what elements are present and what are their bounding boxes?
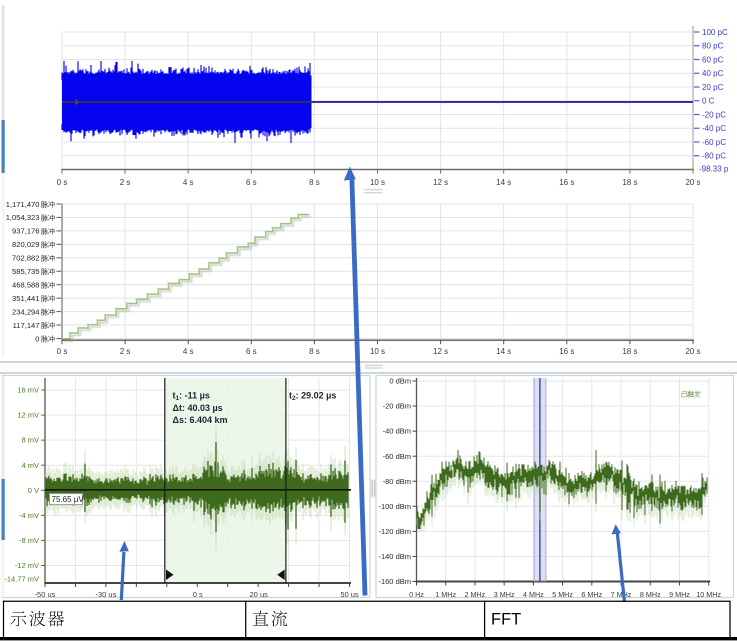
svg-text:60 pC: 60 pC [702, 55, 724, 64]
svg-text:50 us: 50 us [340, 590, 359, 599]
svg-text:-160 dBm: -160 dBm [378, 577, 411, 586]
svg-text:1 MHz: 1 MHz [435, 590, 456, 599]
svg-text:40 pC: 40 pC [702, 69, 724, 78]
svg-text:4 mV: 4 mV [21, 461, 39, 470]
svg-text:-8 mV: -8 mV [19, 536, 39, 545]
svg-text:8 s: 8 s [309, 347, 320, 356]
svg-text:6 s: 6 s [246, 347, 257, 356]
svg-text:4 s: 4 s [183, 347, 194, 356]
svg-text:18 s: 18 s [622, 347, 637, 356]
svg-text:-12 mV: -12 mV [15, 561, 39, 570]
svg-text:8 s: 8 s [309, 178, 320, 187]
svg-text:820,029: 820,029 [12, 240, 39, 249]
svg-text:FFT: FFT [491, 611, 521, 629]
svg-text:-14.77 mV: -14.77 mV [4, 575, 39, 584]
svg-text:0 C: 0 C [702, 97, 715, 106]
svg-text:0 Hz: 0 Hz [409, 590, 424, 599]
svg-text:10 s: 10 s [370, 347, 385, 356]
svg-text:234,294: 234,294 [12, 307, 39, 316]
svg-text:0 V: 0 V [28, 486, 39, 495]
svg-text:3 MHz: 3 MHz [494, 590, 515, 599]
svg-text:-40 dBm: -40 dBm [383, 427, 411, 436]
svg-text:6 s: 6 s [246, 178, 257, 187]
svg-text:t2: 29.02 µs: t2: 29.02 µs [289, 391, 336, 403]
svg-text:8 MHz: 8 MHz [640, 590, 661, 599]
svg-text:2 s: 2 s [120, 178, 131, 187]
svg-text:t1: -11 µs: t1: -11 µs [173, 391, 210, 403]
svg-text:-20 dBm: -20 dBm [383, 402, 411, 411]
svg-text:0 s: 0 s [193, 590, 203, 599]
svg-text:14 s: 14 s [496, 347, 511, 356]
svg-text:-50 us: -50 us [35, 590, 56, 599]
svg-text:12 s: 12 s [433, 178, 448, 187]
svg-text:0: 0 [35, 334, 39, 343]
svg-text:468,588: 468,588 [12, 281, 39, 290]
svg-text:16 s: 16 s [559, 347, 574, 356]
svg-text:-40 pC: -40 pC [702, 124, 726, 133]
svg-text:12 mV: 12 mV [17, 411, 39, 420]
svg-text:702,882: 702,882 [12, 254, 39, 263]
svg-text:20 s: 20 s [685, 178, 700, 187]
svg-text:585,735: 585,735 [12, 267, 39, 276]
svg-text:20 s: 20 s [685, 347, 700, 356]
svg-text:-20 pC: -20 pC [702, 110, 726, 119]
svg-text:20 pC: 20 pC [702, 83, 724, 92]
svg-text:-4 mV: -4 mV [19, 511, 39, 520]
svg-text:1,054,323: 1,054,323 [6, 213, 40, 222]
svg-text:-100 dBm: -100 dBm [378, 502, 411, 511]
svg-text:-98.33 p: -98.33 p [699, 164, 729, 173]
svg-text:12 s: 12 s [433, 347, 448, 356]
svg-text:117,147: 117,147 [13, 321, 40, 330]
svg-text:2 s: 2 s [120, 347, 131, 356]
svg-text:20 us: 20 us [250, 590, 269, 599]
svg-text:1,171,470: 1,171,470 [6, 200, 40, 209]
svg-text:4 s: 4 s [183, 178, 194, 187]
svg-text:10 s: 10 s [370, 178, 385, 187]
svg-text:18 s: 18 s [622, 178, 637, 187]
svg-text:0 s: 0 s [57, 347, 68, 356]
svg-text:75.65 µV: 75.65 µV [52, 495, 85, 504]
svg-text:-120 dBm: -120 dBm [378, 527, 411, 536]
svg-text:2 MHz: 2 MHz [465, 590, 486, 599]
svg-text:Δt: 40.03 µs: Δt: 40.03 µs [173, 403, 223, 413]
svg-text:-60 pC: -60 pC [702, 138, 726, 147]
svg-text:4 MHz: 4 MHz [523, 590, 544, 599]
svg-text:7 MHz: 7 MHz [611, 590, 632, 599]
svg-text:14 s: 14 s [496, 178, 511, 187]
svg-text:16 mV: 16 mV [17, 386, 39, 395]
svg-text:Δs: 6.404 km: Δs: 6.404 km [173, 415, 228, 425]
svg-text:6 MHz: 6 MHz [581, 590, 602, 599]
svg-text:8 mV: 8 mV [21, 436, 39, 445]
svg-text:16 s: 16 s [559, 178, 574, 187]
svg-text:-80 dBm: -80 dBm [383, 477, 411, 486]
svg-text:-60 dBm: -60 dBm [383, 452, 411, 461]
svg-text:0 s: 0 s [57, 178, 68, 187]
svg-text:5 MHz: 5 MHz [552, 590, 573, 599]
svg-text:937,176: 937,176 [12, 227, 39, 236]
svg-text:-80 pC: -80 pC [702, 152, 726, 161]
svg-text:80 pC: 80 pC [702, 42, 724, 51]
svg-text:-30 us: -30 us [95, 590, 116, 599]
svg-text:10 MHz: 10 MHz [696, 590, 721, 599]
svg-text:351,441: 351,441 [12, 294, 39, 303]
svg-text:100 pC: 100 pC [702, 28, 728, 37]
svg-text:0 dBm: 0 dBm [389, 377, 411, 386]
svg-text:9 MHz: 9 MHz [669, 590, 690, 599]
svg-text:-140 dBm: -140 dBm [378, 552, 411, 561]
